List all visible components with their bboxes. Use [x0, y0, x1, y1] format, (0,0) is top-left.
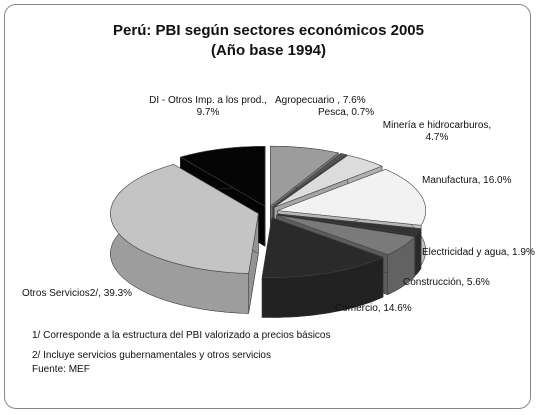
slice-label: Comercio, 14.6% [335, 303, 412, 314]
slice-label: Agropecuario , 7.6% [275, 95, 366, 106]
slice [270, 145, 340, 207]
frame [4, 4, 531, 409]
slice [277, 213, 422, 236]
slice [277, 169, 426, 226]
slice-label: DI - Otros Imp. a los prod., 9.7% [149, 95, 267, 118]
slice [261, 217, 384, 278]
slice-label: Manufactura, 16.0% [422, 175, 512, 186]
note: 2/ Incluye servicios gubernamentales y o… [32, 350, 271, 361]
slice [179, 145, 266, 207]
slice-label: Electricidad y agua, 1.9% [422, 247, 535, 258]
note: Fuente: MEF [32, 364, 90, 375]
slice-label: Minería e hidrocarburos, 4.7% [382, 120, 492, 143]
slice-wall [415, 227, 422, 277]
slice-label: Pesca, 0.7% [318, 107, 375, 118]
slice [272, 153, 348, 207]
chart-subtitle: (Año base 1994) [210, 42, 327, 59]
slice-label: Construcción, 5.6% [403, 277, 490, 288]
slice [274, 154, 383, 208]
note: 1/ Corresponde a la estructura del PBI v… [32, 330, 331, 341]
slice-label: Otros Servicios2/, 39.3% [22, 288, 133, 299]
chart-title: Perú: PBI según sectores económicos 2005 [113, 22, 424, 39]
slice [276, 214, 416, 256]
slice [110, 164, 259, 274]
